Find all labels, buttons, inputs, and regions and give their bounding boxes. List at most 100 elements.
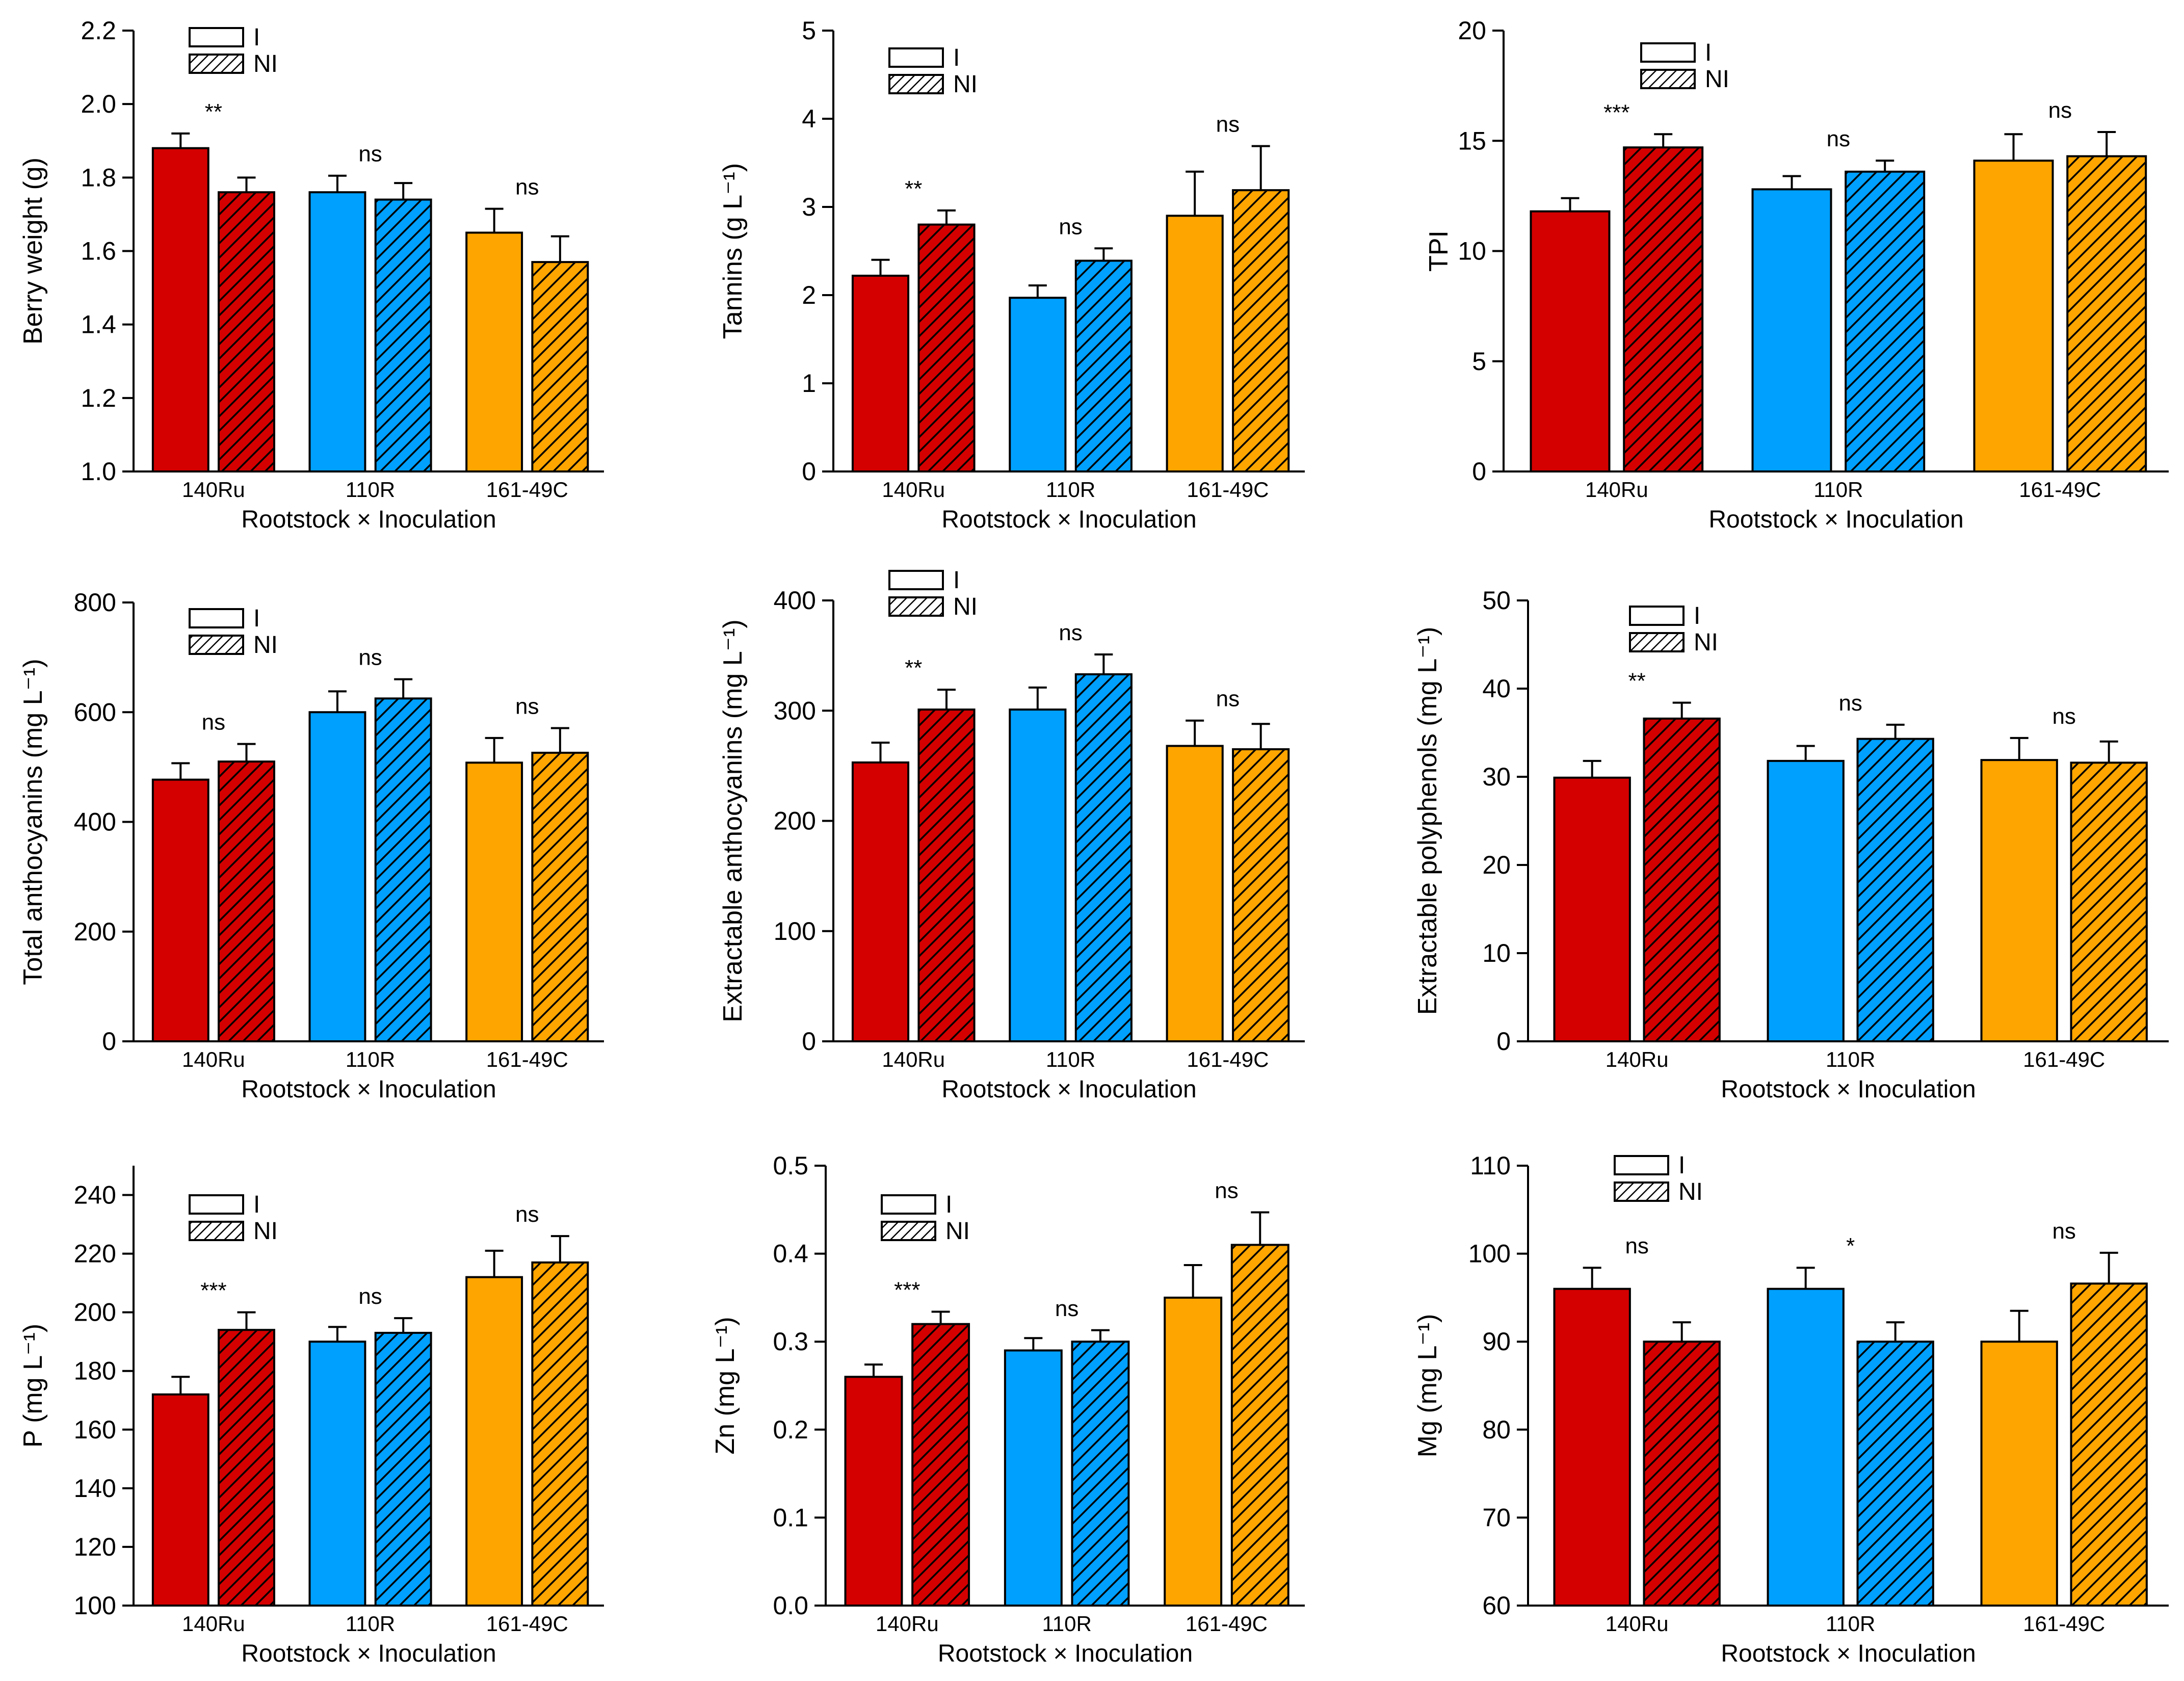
legend-swatch-NI: [189, 635, 244, 655]
legend-label-I: I: [1678, 1152, 1685, 1179]
y-tick-label: 220: [74, 1240, 116, 1268]
y-tick-label: 100: [74, 1591, 116, 1620]
legend-swatch-NI: [1629, 632, 1685, 652]
significance-label: ns: [1838, 691, 1862, 716]
y-tick-label: 400: [74, 808, 116, 836]
x-tick-label: 161-49C: [1187, 1047, 1269, 1071]
x-tick-label: 140Ru: [876, 1612, 939, 1636]
x-tick-label: 140Ru: [182, 478, 245, 502]
legend-label-I: I: [945, 1191, 952, 1218]
chart-panel-4: ns 140Ru ns 110R ns 161-49C 0 200 400 600 800 Roots…: [18, 588, 604, 1103]
legend-swatch-I: [189, 1194, 244, 1215]
x-tick-label: 140Ru: [182, 1612, 245, 1636]
significance-label: ns: [358, 1284, 382, 1309]
bar-140Ru-I: [851, 274, 910, 472]
y-tick-label: 10: [1458, 237, 1486, 266]
y-tick-label: 90: [1482, 1327, 1511, 1356]
y-tick-label: 1.4: [81, 310, 116, 339]
y-tick-label: 20: [1458, 16, 1486, 45]
y-tick-label: 80: [1482, 1415, 1511, 1444]
y-tick-label: 800: [74, 588, 116, 617]
x-axis-label: Rootstock × Inoculation: [1708, 506, 1963, 533]
y-axis-label: Mg (mg L⁻¹): [1413, 1314, 1442, 1458]
chart-panel-3: *** 140Ru ns 110R ns 161-49C 0 5 10 15 20 Rootstock…: [1424, 16, 2169, 533]
y-tick-label: 40: [1482, 674, 1511, 703]
y-tick-label: 15: [1458, 126, 1486, 155]
y-axis-label: TPI: [1424, 230, 1454, 272]
bar-110R-NI: [374, 697, 432, 1042]
bar-161-49C-I: [465, 231, 523, 472]
bar-110R-I: [308, 191, 366, 472]
y-axis-label: P (mg L⁻¹): [18, 1324, 48, 1448]
y-tick-label: 180: [74, 1357, 116, 1385]
bar-110R-NI: [1074, 673, 1133, 1042]
y-tick-label: 2.2: [81, 16, 116, 45]
bar-110R-I: [1751, 188, 1832, 472]
bar-110R-NI: [1856, 738, 1934, 1042]
significance-label: ns: [1625, 1233, 1648, 1258]
significance-label: ***: [200, 1278, 226, 1303]
bar-110R-NI: [1856, 1341, 1934, 1607]
legend-swatch-NI: [888, 74, 944, 94]
significance-label: ns: [2052, 1219, 2075, 1244]
y-axis-label: Berry weight (g): [18, 157, 48, 345]
legend-label-NI: NI: [953, 593, 978, 620]
y-tick-label: 600: [74, 698, 116, 726]
significance-label: ns: [1059, 620, 1082, 645]
y-tick-label: 5: [1472, 347, 1486, 376]
significance-label: ns: [358, 142, 382, 167]
y-tick-label: 0.5: [773, 1151, 808, 1180]
bar-110R-I: [1009, 708, 1067, 1042]
bar-110R-I: [1004, 1349, 1063, 1607]
x-tick-label: 110R: [1042, 1612, 1091, 1636]
x-tick-label: 110R: [346, 478, 395, 502]
x-tick-label: 161-49C: [2023, 1047, 2105, 1071]
chart-panel-5: ** 140Ru ns 110R ns 161-49C 0 100 200 300 400 Roots…: [718, 567, 1305, 1103]
chart-panel-6: ** 140Ru ns 110R ns 161-49C 0 10 20 30 40 50 Rootsto…: [1413, 586, 2169, 1103]
y-tick-label: 400: [774, 586, 816, 615]
bar-140Ru-I: [1553, 776, 1631, 1042]
x-axis-label: Rootstock × Inoculation: [241, 1076, 496, 1103]
legend-swatch-NI: [189, 54, 244, 74]
legend-swatch-I: [1614, 1155, 1669, 1175]
significance-label: ns: [515, 1202, 539, 1227]
x-tick-label: 110R: [346, 1612, 395, 1636]
y-tick-label: 4: [802, 104, 816, 133]
y-tick-label: 0.0: [773, 1591, 808, 1620]
chart-panel-1: ** 140Ru ns 110R ns 161-49C 1.0 1.2 1.4 1.6 1.8 2.0…: [18, 16, 604, 533]
chart-panel-2: ** 140Ru ns 110R ns 161-49C 0 1 2 3 4 5 Rootstock × …: [718, 16, 1305, 533]
y-tick-label: 5: [802, 16, 816, 45]
significance-label: ns: [515, 694, 539, 719]
y-tick-label: 0.1: [773, 1503, 808, 1532]
y-axis-label: Total anthocyanins (mg L⁻¹): [18, 659, 48, 985]
x-tick-label: 140Ru: [1606, 1612, 1669, 1636]
x-tick-label: 140Ru: [882, 1047, 945, 1071]
y-axis-label: Tannins (g L⁻¹): [718, 163, 748, 339]
y-tick-label: 100: [774, 917, 816, 945]
bar-161-49C-NI: [2066, 155, 2147, 472]
y-tick-label: 300: [774, 696, 816, 725]
x-tick-label: 161-49C: [486, 1612, 568, 1636]
legend-swatch-NI: [1614, 1181, 1669, 1202]
bar-140Ru-NI: [911, 1323, 970, 1607]
bar-161-49C-NI: [531, 261, 589, 472]
legend-label-NI: NI: [253, 50, 278, 77]
y-tick-label: 2: [802, 281, 816, 309]
y-axis-label: Extractable polyphenols (mg L⁻¹): [1413, 627, 1442, 1015]
y-tick-label: 200: [74, 1298, 116, 1327]
bar-161-49C-I: [1164, 1296, 1223, 1607]
x-tick-label: 110R: [1813, 478, 1863, 502]
x-tick-label: 110R: [1046, 1047, 1095, 1071]
bar-161-49C-NI: [2070, 1282, 2148, 1607]
legend-swatch-I: [888, 570, 944, 590]
significance-label: ns: [1059, 214, 1082, 239]
significance-label: ns: [202, 710, 225, 735]
significance-label: ns: [1216, 687, 1240, 712]
significance-label: ns: [1827, 126, 1850, 151]
y-tick-label: 0: [1496, 1027, 1511, 1056]
legend-swatch-I: [1629, 606, 1685, 626]
bar-140Ru-NI: [1643, 717, 1721, 1042]
y-tick-label: 0: [802, 457, 816, 486]
y-tick-label: 0.2: [773, 1415, 808, 1444]
y-tick-label: 2.0: [81, 90, 116, 118]
